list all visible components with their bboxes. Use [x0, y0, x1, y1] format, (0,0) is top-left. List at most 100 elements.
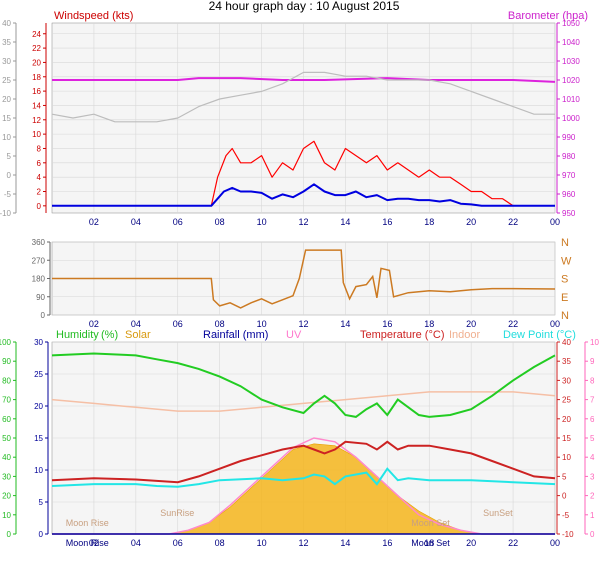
temperature-x-tick-label: 10: [257, 538, 267, 548]
temperature-x-tick-label: 00: [550, 538, 560, 548]
panel-wind-direction: 02 04 06 08 10 12 14 16 18 20 22 00090180270360NESW…: [32, 237, 572, 329]
wind-grey-tick-label: 15: [2, 114, 11, 123]
wind-grey-tick-label: 25: [2, 76, 11, 85]
series-temperature: [51, 440, 556, 484]
direction-x-tick-label: 20: [466, 319, 476, 329]
humidity-tick-label: 40: [2, 453, 11, 462]
direction-x-tick-label: 12: [298, 319, 308, 329]
direction-x-tick-label: 22: [508, 319, 518, 329]
series-uv: [52, 437, 555, 535]
compass-label: E: [561, 292, 568, 304]
temp-tick-label: 30: [562, 376, 571, 385]
temp-tick-label: 5: [562, 472, 567, 481]
humidity-tick-label: 70: [2, 396, 11, 405]
barometer-tick-label: 1020: [562, 76, 580, 85]
legend-uv: UV: [286, 329, 302, 341]
barometer-tick-label: 970: [562, 171, 576, 180]
humidity-tick-label: 20: [2, 492, 11, 501]
humidity-tick-label: 80: [2, 376, 11, 385]
direction-x-tick-label: 18: [424, 319, 434, 329]
wind-x-tick-label: 20: [466, 217, 476, 227]
temp-tick-label: 20: [562, 415, 571, 424]
temperature-x-tick-label: 04: [131, 538, 141, 548]
series-barometer: [52, 77, 556, 83]
wind-kts-tick-label: 22: [32, 44, 41, 53]
temperature-marks: 02 04 06 08 10 12 14 16 18 20 22 000102030405060708…: [0, 338, 599, 548]
humidity-tick-label: 30: [2, 472, 11, 481]
temperature-x-tick-label: 14: [340, 538, 350, 548]
rainfall-tick-label: 0: [39, 530, 44, 539]
wind-grey-tick-label: 0: [7, 171, 12, 180]
wind-grey-tick-label: 30: [2, 57, 11, 66]
wind-grey-tick-label: 35: [2, 38, 11, 47]
direction-x-tick-label: 02: [89, 319, 99, 329]
barometer-tick-label: 1010: [562, 95, 580, 104]
sunset-marker: SunSet: [483, 508, 513, 518]
temperature-x-tick-label: 22: [508, 538, 518, 548]
panel-temperature: Humidity (%) Solar Rainfall (mm) UV Temp…: [0, 329, 599, 548]
humidity-tick-label: 60: [2, 415, 11, 424]
wind-grey-tick-label: 5: [7, 152, 12, 161]
barometer-tick-label: 1030: [562, 57, 580, 66]
legend-rainfall: Rainfall (mm): [203, 329, 268, 341]
barometer-tick-label: 960: [562, 190, 576, 199]
series-dewpoint: [51, 467, 556, 488]
uv-tick-label: 3: [590, 472, 595, 481]
barometer-axis-label: Barometer (hpa): [508, 10, 588, 22]
temp-tick-label: 10: [562, 453, 571, 462]
wind-kts-tick-label: 4: [37, 173, 42, 182]
uv-tick-label: 9: [590, 357, 595, 366]
temperature-x-tick-label: 06: [173, 538, 183, 548]
temperature-x-tick-label: 20: [466, 538, 476, 548]
legend-dewpoint: Dew Point (°C): [503, 329, 576, 341]
compass-label: N: [561, 310, 569, 322]
sunrise-marker: SunRise: [160, 508, 194, 518]
moonrise-marker: Moon Rise: [66, 518, 109, 528]
direction-marks: 02 04 06 08 10 12 14 16 18 20 22 00090180270360NESW…: [32, 237, 572, 329]
panel-wind-barometer: Windspeed (kts) Barometer (hpa) 02 04 06 08…: [0, 10, 588, 227]
rainfall-tick-label: 30: [34, 338, 43, 347]
direction-x-tick-label: 06: [173, 319, 183, 329]
series-wind-gust: [52, 140, 555, 207]
wind-kts-tick-label: 10: [32, 130, 41, 139]
uv-tick-label: 7: [590, 396, 595, 405]
temp-tick-label: 25: [562, 396, 571, 405]
temp-tick-label: -10: [562, 530, 574, 539]
uv-tick-label: 10: [590, 338, 599, 347]
temperature-x-tick-label: 16: [382, 538, 392, 548]
compass-label: N: [561, 237, 569, 249]
wind-x-tick-label: 00: [550, 217, 560, 227]
humidity-tick-label: 0: [7, 530, 12, 539]
direction-x-tick-label: 04: [131, 319, 141, 329]
barometer-tick-label: 980: [562, 152, 576, 161]
uv-tick-label: 1: [590, 511, 595, 520]
temp-tick-label: -5: [562, 511, 570, 520]
direction-x-tick-label: 10: [257, 319, 267, 329]
temp-tick-label: 15: [562, 434, 571, 443]
wind-grey-tick-label: -5: [4, 190, 12, 199]
barometer-tick-label: 1000: [562, 114, 580, 123]
series-direction: [52, 249, 556, 309]
wind-grey-tick-label: 10: [2, 133, 11, 142]
direction-x-tick-label: 14: [340, 319, 350, 329]
legend-humidity-unit: (%): [101, 329, 118, 341]
wind-kts-tick-label: 14: [32, 101, 41, 110]
wind-grey-tick-label: 40: [2, 19, 11, 28]
humidity-tick-label: 50: [2, 434, 11, 443]
temp-tick-label: 0: [562, 492, 567, 501]
uv-tick-label: 4: [590, 453, 595, 462]
wind-kts-tick-label: 16: [32, 87, 41, 96]
wind-kts-tick-label: 12: [32, 116, 41, 125]
wind-grey-tick-label: 20: [2, 95, 11, 104]
series-indoor: [51, 391, 556, 412]
wind-x-tick-label: 08: [215, 217, 225, 227]
direction-deg-tick-label: 360: [32, 238, 46, 247]
uv-tick-label: 0: [590, 530, 595, 539]
moonset-marker: Moon Set: [411, 518, 450, 528]
legend-indoor: Indoor: [449, 329, 481, 341]
graph-title: 24 hour graph day : 10 August 2015: [209, 0, 400, 13]
direction-x-tick-label: 16: [382, 319, 392, 329]
rainfall-tick-label: 10: [34, 466, 43, 475]
moonset-axis-label: Moon Set: [411, 538, 450, 548]
humidity-tick-label: 10: [2, 511, 11, 520]
